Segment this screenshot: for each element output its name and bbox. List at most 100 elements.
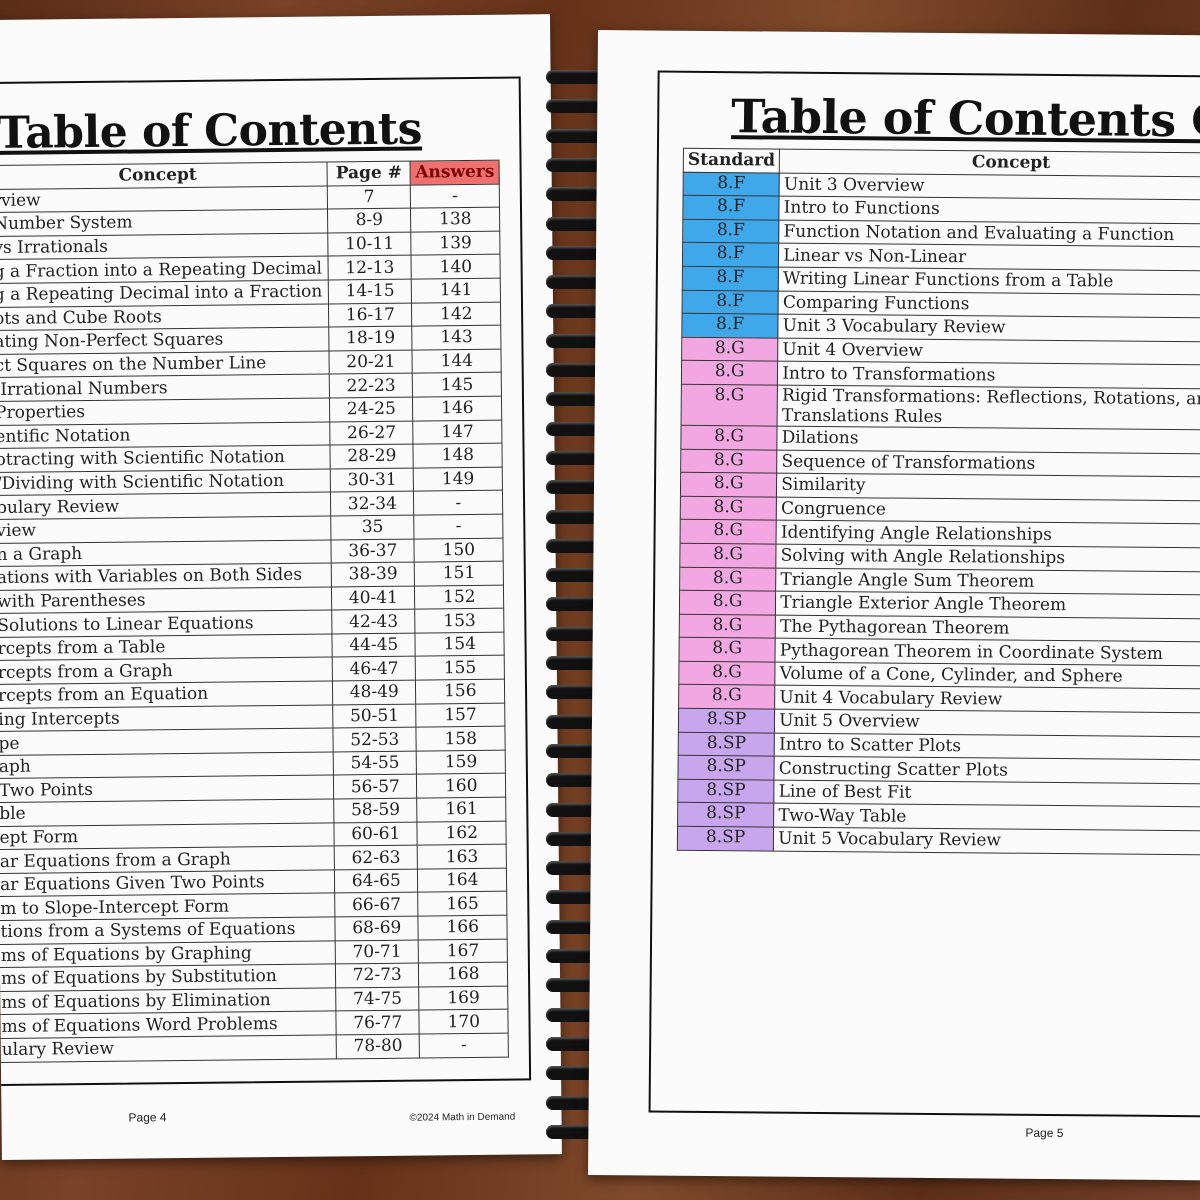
concept-text: Unit 4 Overview xyxy=(782,339,924,361)
cell-page: 28-29 xyxy=(330,444,414,469)
cell-page: 20-21 xyxy=(329,349,413,375)
concept-text: Constructing Scatter Plots xyxy=(778,758,1008,781)
cell-page: 66-67 xyxy=(334,892,419,917)
concept-text: Congruence xyxy=(780,498,886,520)
cell-page: 54-55 xyxy=(333,750,417,776)
cell-standard: 8.F xyxy=(683,171,780,197)
cell-page: 16-17 xyxy=(328,302,413,328)
concept-text: Dilations xyxy=(781,427,859,449)
cell-page: 78-80 xyxy=(336,1034,420,1059)
cell-answers: 163 xyxy=(417,844,507,869)
cell-answers: - xyxy=(413,490,503,515)
cell-answers: 143 xyxy=(412,325,501,350)
cell-page: 14-15 xyxy=(328,279,412,304)
cell-answers: 153 xyxy=(415,608,504,633)
cell-answers: 152 xyxy=(414,584,504,610)
cell-concept: ble xyxy=(0,798,334,827)
cell-page: 8-9 xyxy=(327,208,412,233)
cell-answers: 151 xyxy=(414,561,504,586)
concept-text: Triangle Exterior Angle Theorem xyxy=(780,593,1067,616)
concept-text: Intro to Functions xyxy=(783,198,940,220)
concept-text: Identifying Angle Relationships xyxy=(780,522,1053,545)
cell-concept: Number System xyxy=(0,209,328,237)
cell-standard: 8.G xyxy=(678,684,776,710)
cell-standard: 8.SP xyxy=(678,708,775,733)
cell-page: 32-34 xyxy=(330,491,415,516)
cell-standard: 8.G xyxy=(678,637,776,662)
cell-answers: 141 xyxy=(411,278,501,303)
cell-standard: 8.SP xyxy=(677,755,775,780)
cell-answers: 166 xyxy=(418,915,508,940)
cell-page: 24-25 xyxy=(329,397,414,422)
cell-answers: 157 xyxy=(416,702,505,728)
cell-concept: ms of Equations by Substitution xyxy=(0,964,336,992)
cell-standard: 8.SP xyxy=(677,779,775,804)
cell-concept: Irrational Numbers xyxy=(0,374,330,402)
cell-concept: bulary Review xyxy=(0,492,331,520)
cell-answers: 147 xyxy=(413,419,502,445)
concept-text: Solving with Angle Relationships xyxy=(780,545,1066,569)
cell-concept: ms of Equations Word Problems xyxy=(0,1011,337,1039)
concept-text: Pythagorean Theorem in Coordinate System xyxy=(779,640,1164,664)
cell-page: 40-41 xyxy=(331,585,416,611)
cell-answers: 154 xyxy=(415,632,505,657)
cell-page: 58-59 xyxy=(333,798,418,823)
cell-answers: 169 xyxy=(419,985,508,1011)
toc-table: Concept Page # Answers rview 7- Number Sys… xyxy=(0,160,509,1063)
page-title: Table of Contents xyxy=(0,103,423,159)
right-page: Table of Contents Con Standard Concept 8… xyxy=(588,30,1200,1181)
cell-answers: 138 xyxy=(410,207,500,232)
cell-concept: ating Non-Perfect Squares xyxy=(0,327,330,355)
cell-standard: 8.G xyxy=(680,519,777,544)
cell-standard: 8.F xyxy=(682,195,780,220)
cell-concept: aph xyxy=(0,751,334,779)
cell-standard: 8.G xyxy=(681,384,778,427)
concept-text: Two-Way Table xyxy=(778,805,907,827)
cell-concept: rview xyxy=(0,185,328,213)
cell-concept: ct Squares on the Number Line xyxy=(0,350,330,378)
concept-text: Function Notation and Evaluating a Funct… xyxy=(783,221,1175,246)
concept-text: Line of Best Fit xyxy=(778,781,912,803)
cell-page: 62-63 xyxy=(334,845,418,870)
cell-concept: Two Points xyxy=(0,775,334,803)
cell-concept: ing Intercepts xyxy=(0,704,333,732)
cell-standard: 8.SP xyxy=(677,826,774,851)
cell-concept: otracting with Scientific Notation xyxy=(0,445,331,473)
cell-concept: ar Equations Given Two Points xyxy=(0,869,335,897)
cell-page: 70-71 xyxy=(335,939,419,965)
header-answers: Answers xyxy=(410,160,500,185)
cell-answers: 140 xyxy=(411,254,501,280)
concept-text: Writing Linear Functions from a Table xyxy=(782,268,1114,292)
header-concept: Concept xyxy=(0,161,328,190)
cell-page: 35 xyxy=(330,514,415,540)
cell-answers: 150 xyxy=(414,537,504,563)
cell-concept: Rigid Transformations: Reflections, Rota… xyxy=(777,385,1200,431)
cell-concept: Unit 5 Vocabulary Review xyxy=(773,827,1200,855)
cell-concept: ar Equations from a Graph xyxy=(0,846,335,874)
cell-standard: 8.G xyxy=(681,360,778,386)
cell-concept: vs Irrationals xyxy=(0,232,329,260)
cell-concept: m to Slope-Intercept Form xyxy=(0,893,335,921)
cell-concept: view xyxy=(0,515,332,544)
concept-text: Similarity xyxy=(781,475,866,496)
concept-text: Sequence of Transformations xyxy=(781,451,1036,474)
cell-page: 42-43 xyxy=(331,609,416,634)
cell-standard: 8.G xyxy=(681,336,779,362)
concept-text: Triangle Angle Sum Theorem xyxy=(780,569,1035,592)
cell-answers: - xyxy=(414,514,503,539)
cell-page: 30-31 xyxy=(330,467,414,493)
cell-page: 18-19 xyxy=(328,326,413,351)
cell-concept: pe xyxy=(0,728,334,756)
concept-text-line2: Translations Rules xyxy=(781,405,943,427)
cell-concept: rcepts from a Table xyxy=(0,633,333,661)
cell-answers: 164 xyxy=(417,867,507,893)
cell-page: 12-13 xyxy=(328,255,412,280)
cell-answers: 146 xyxy=(412,396,502,421)
cell-answers: 148 xyxy=(413,443,503,468)
cell-page: 22-23 xyxy=(329,373,413,398)
cell-answers: 142 xyxy=(411,301,501,327)
cell-page: 46-47 xyxy=(332,656,416,682)
cell-concept: ulary Review xyxy=(0,1034,337,1063)
cell-answers: 162 xyxy=(417,820,507,846)
table-row: ulary Review 78-80- xyxy=(0,1033,509,1063)
